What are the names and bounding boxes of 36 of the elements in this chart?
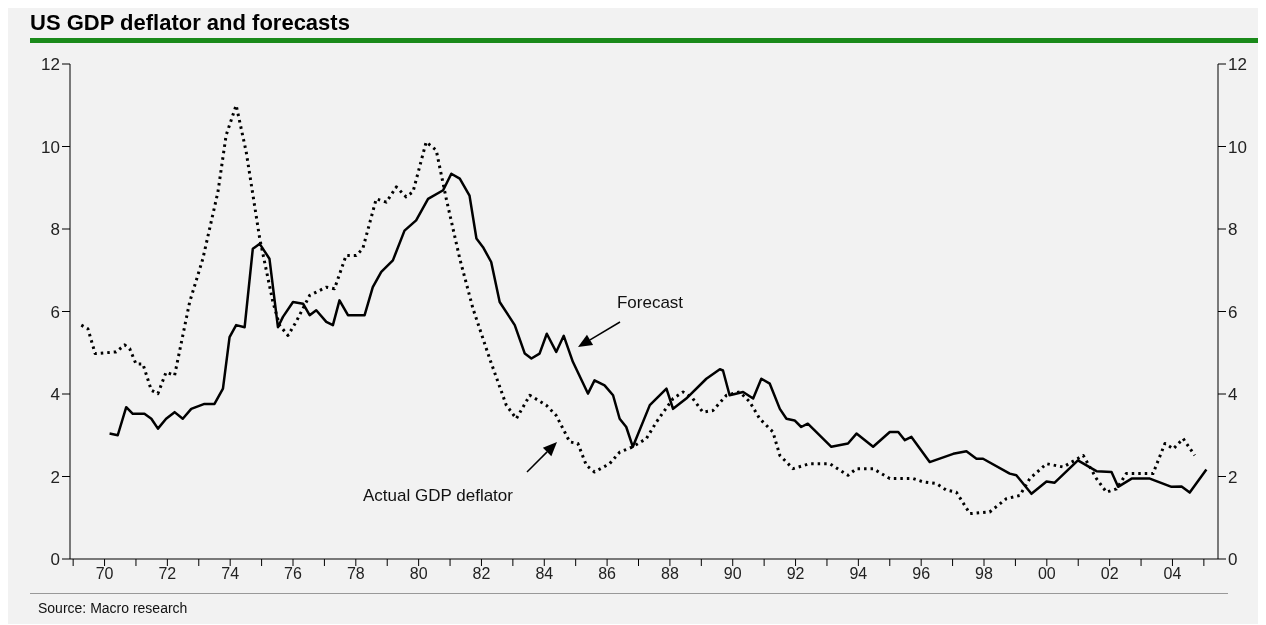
x-tick-label: 98 (975, 565, 993, 583)
y2-tick-label: 10 (1228, 137, 1247, 157)
y2-tick-label: 4 (1228, 385, 1238, 405)
y-tick-label: 0 (50, 550, 60, 570)
annotation: Forecast (616, 293, 684, 313)
x-tick-label: 88 (661, 565, 679, 583)
y2-tick-label: 12 (1228, 55, 1247, 75)
x-tick-label: 72 (158, 565, 177, 583)
x-tick-label: 82 (472, 565, 491, 583)
x-tick-label: 90 (723, 565, 742, 583)
y2-tick-label: 0 (1228, 550, 1238, 570)
y-tick-label: 8 (50, 220, 60, 240)
y-tick-label: 6 (50, 302, 60, 322)
source-note: Source: Macro research (37, 599, 189, 618)
y2-tick-label: 6 (1228, 302, 1238, 322)
x-tick-label: 04 (1163, 565, 1182, 583)
y-tick-label: 2 (50, 467, 60, 487)
y-tick-label: 4 (50, 385, 60, 405)
x-tick-label: 78 (346, 565, 365, 583)
x-tick-label: 94 (849, 565, 868, 583)
x-tick-label: 02 (1100, 565, 1119, 583)
y2-tick-label: 8 (1228, 220, 1238, 240)
x-tick-label: 70 (95, 565, 114, 583)
x-tick-label: 00 (1037, 565, 1056, 583)
x-tick-label: 80 (409, 565, 428, 583)
x-tick-label: 86 (598, 565, 617, 583)
y2-tick-label: 2 (1228, 467, 1238, 487)
x-tick-label: 84 (535, 565, 554, 583)
x-tick-label: 76 (284, 565, 302, 583)
x-tick-label: 74 (221, 565, 240, 583)
annotation: Actual GDP deflator (363, 486, 514, 506)
chart-title: US GDP deflator and forecasts (29, 9, 351, 37)
x-tick-label: 96 (912, 565, 931, 583)
y-tick-label: 12 (41, 55, 60, 75)
x-tick-label: 92 (786, 565, 805, 583)
y-tick-label: 10 (41, 137, 60, 157)
